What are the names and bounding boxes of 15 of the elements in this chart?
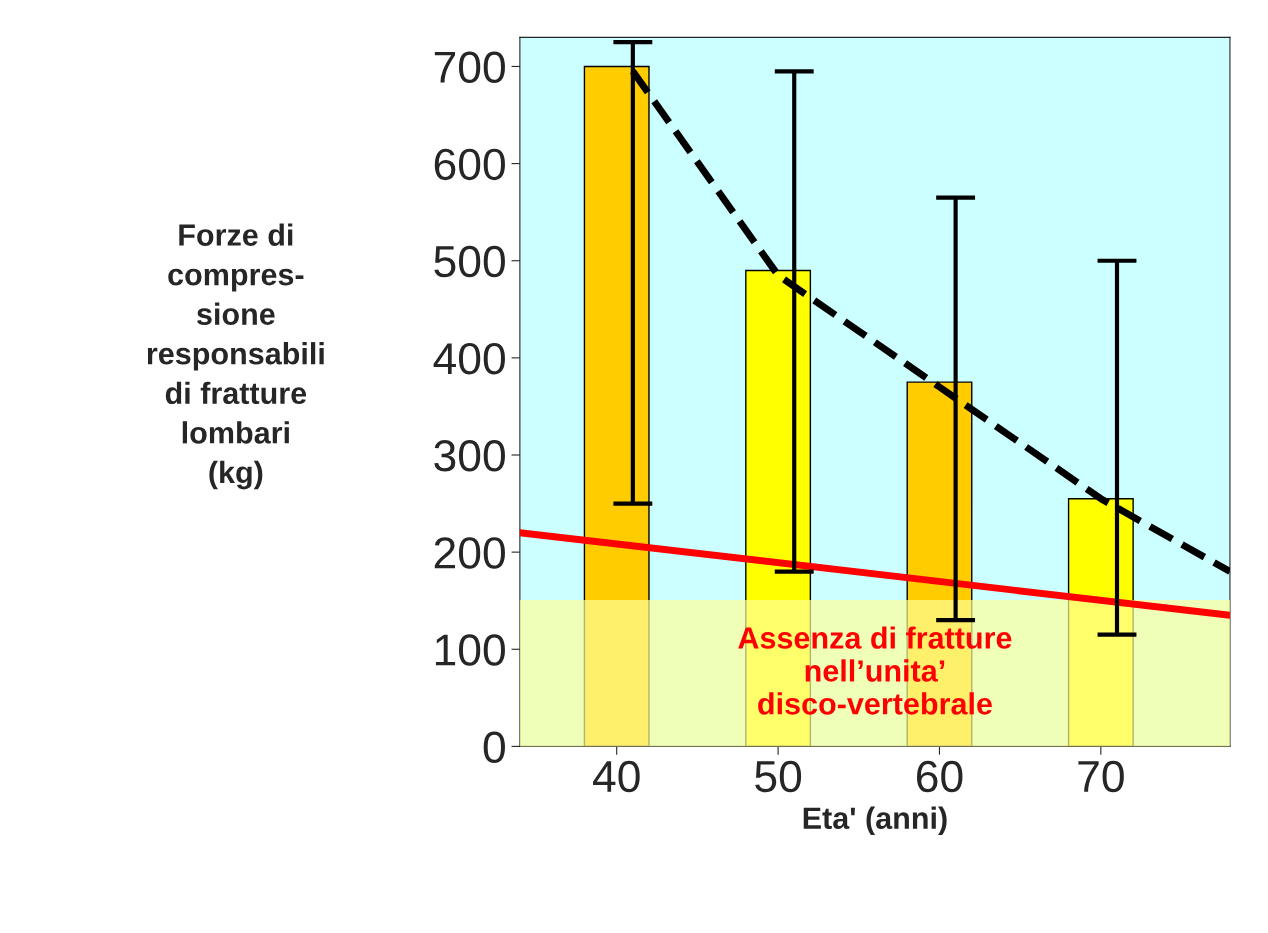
x-tick-label: 40 bbox=[593, 760, 640, 793]
x-tick-label: 70 bbox=[1078, 760, 1124, 793]
y-tick-label: 700 bbox=[434, 51, 505, 83]
x-tick-label: 60 bbox=[917, 760, 963, 793]
y-tick-label: 300 bbox=[434, 440, 505, 472]
band-label: Assenza di fratture nell’unita’ disco-vertebrale bbox=[738, 626, 1012, 715]
y-tick-label: 200 bbox=[434, 537, 505, 569]
y-tick-label: 500 bbox=[434, 245, 505, 278]
y-tick-label: 600 bbox=[434, 148, 505, 181]
y-axis-title: Forze di compres- sione responsabili di fratture lombari (kg) bbox=[147, 223, 324, 490]
x-tick-label: 50 bbox=[755, 760, 802, 793]
y-tick-label: 0 bbox=[483, 731, 505, 763]
y-tick-label: 400 bbox=[433, 342, 505, 375]
x-axis-title: Eta' (anni) bbox=[803, 806, 947, 836]
y-tick-label: 100 bbox=[435, 634, 505, 666]
